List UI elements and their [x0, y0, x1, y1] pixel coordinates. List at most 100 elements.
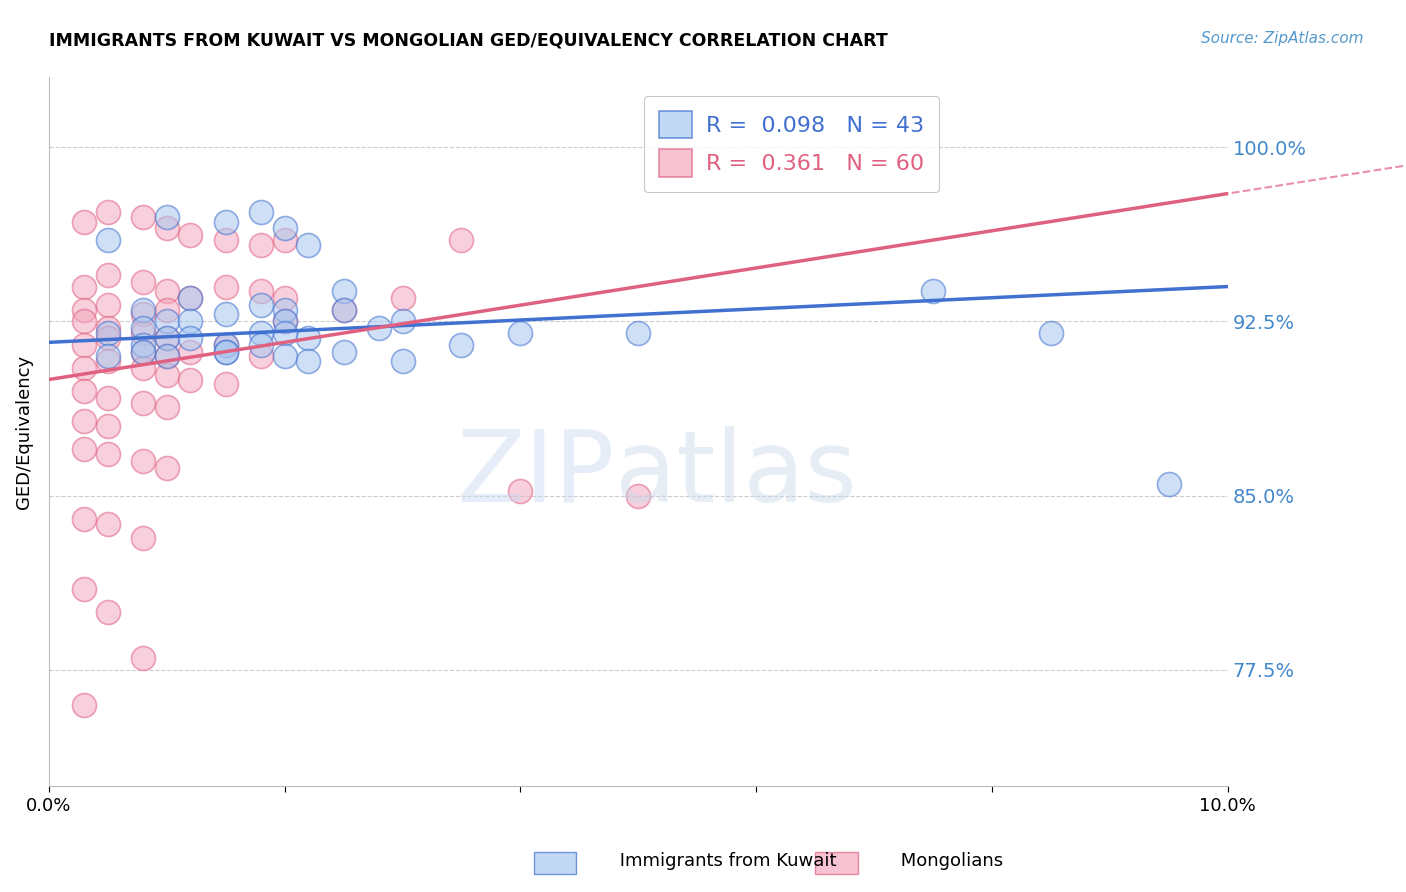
- Point: [156, 368, 179, 382]
- Point: [215, 377, 238, 392]
- Point: [73, 302, 96, 317]
- Point: [922, 284, 945, 298]
- Point: [273, 314, 295, 328]
- Point: [391, 354, 413, 368]
- Point: [179, 228, 201, 243]
- Point: [156, 349, 179, 363]
- Point: [132, 321, 155, 335]
- Point: [297, 237, 319, 252]
- Point: [156, 331, 179, 345]
- Point: [73, 279, 96, 293]
- Point: [179, 372, 201, 386]
- Point: [627, 326, 650, 340]
- Point: [97, 298, 120, 312]
- Point: [132, 396, 155, 410]
- Text: Source: ZipAtlas.com: Source: ZipAtlas.com: [1201, 31, 1364, 46]
- Point: [132, 344, 155, 359]
- Point: [509, 483, 531, 498]
- Point: [250, 337, 273, 351]
- Point: [132, 360, 155, 375]
- Point: [450, 337, 472, 351]
- Point: [368, 321, 391, 335]
- Point: [332, 344, 354, 359]
- Point: [73, 337, 96, 351]
- Point: [215, 337, 238, 351]
- Point: [450, 233, 472, 247]
- Point: [627, 489, 650, 503]
- Point: [179, 291, 201, 305]
- Y-axis label: GED/Equivalency: GED/Equivalency: [15, 355, 32, 508]
- Point: [97, 321, 120, 335]
- Point: [73, 512, 96, 526]
- Point: [73, 360, 96, 375]
- Point: [215, 233, 238, 247]
- Point: [97, 391, 120, 405]
- Point: [391, 314, 413, 328]
- Point: [391, 291, 413, 305]
- Point: [132, 454, 155, 468]
- Point: [273, 291, 295, 305]
- Text: ZIP: ZIP: [457, 425, 614, 523]
- Text: Mongolians: Mongolians: [872, 852, 1002, 870]
- Point: [132, 275, 155, 289]
- Point: [179, 331, 201, 345]
- Point: [132, 344, 155, 359]
- Point: [73, 214, 96, 228]
- Point: [156, 221, 179, 235]
- Point: [73, 582, 96, 596]
- Point: [73, 414, 96, 428]
- Point: [132, 531, 155, 545]
- Point: [250, 284, 273, 298]
- Point: [273, 233, 295, 247]
- Point: [97, 447, 120, 461]
- Point: [297, 331, 319, 345]
- Point: [97, 233, 120, 247]
- Point: [1157, 477, 1180, 491]
- Point: [97, 516, 120, 531]
- Point: [132, 210, 155, 224]
- Point: [250, 298, 273, 312]
- Point: [215, 337, 238, 351]
- Point: [132, 308, 155, 322]
- Point: [97, 419, 120, 434]
- Point: [156, 302, 179, 317]
- Point: [215, 344, 238, 359]
- Point: [97, 326, 120, 340]
- Point: [132, 302, 155, 317]
- Point: [156, 401, 179, 415]
- Point: [132, 326, 155, 340]
- Text: Immigrants from Kuwait: Immigrants from Kuwait: [591, 852, 837, 870]
- Point: [97, 605, 120, 619]
- Point: [73, 314, 96, 328]
- Point: [132, 337, 155, 351]
- Point: [156, 314, 179, 328]
- Point: [273, 349, 295, 363]
- Point: [332, 284, 354, 298]
- Point: [273, 314, 295, 328]
- Legend: R =  0.098   N = 43, R =  0.361   N = 60: R = 0.098 N = 43, R = 0.361 N = 60: [644, 95, 939, 192]
- Point: [156, 284, 179, 298]
- Point: [179, 291, 201, 305]
- Text: atlas: atlas: [614, 425, 856, 523]
- Point: [179, 344, 201, 359]
- Point: [73, 698, 96, 712]
- Point: [297, 354, 319, 368]
- Text: IMMIGRANTS FROM KUWAIT VS MONGOLIAN GED/EQUIVALENCY CORRELATION CHART: IMMIGRANTS FROM KUWAIT VS MONGOLIAN GED/…: [49, 31, 889, 49]
- Point: [97, 268, 120, 282]
- Point: [97, 205, 120, 219]
- Point: [332, 302, 354, 317]
- Point: [215, 344, 238, 359]
- Point: [156, 210, 179, 224]
- Point: [250, 205, 273, 219]
- Point: [156, 349, 179, 363]
- Point: [250, 349, 273, 363]
- Point: [73, 442, 96, 457]
- Point: [250, 326, 273, 340]
- Point: [97, 349, 120, 363]
- Point: [1039, 326, 1062, 340]
- Point: [156, 331, 179, 345]
- Point: [332, 302, 354, 317]
- Point: [97, 331, 120, 345]
- Point: [179, 314, 201, 328]
- Point: [215, 308, 238, 322]
